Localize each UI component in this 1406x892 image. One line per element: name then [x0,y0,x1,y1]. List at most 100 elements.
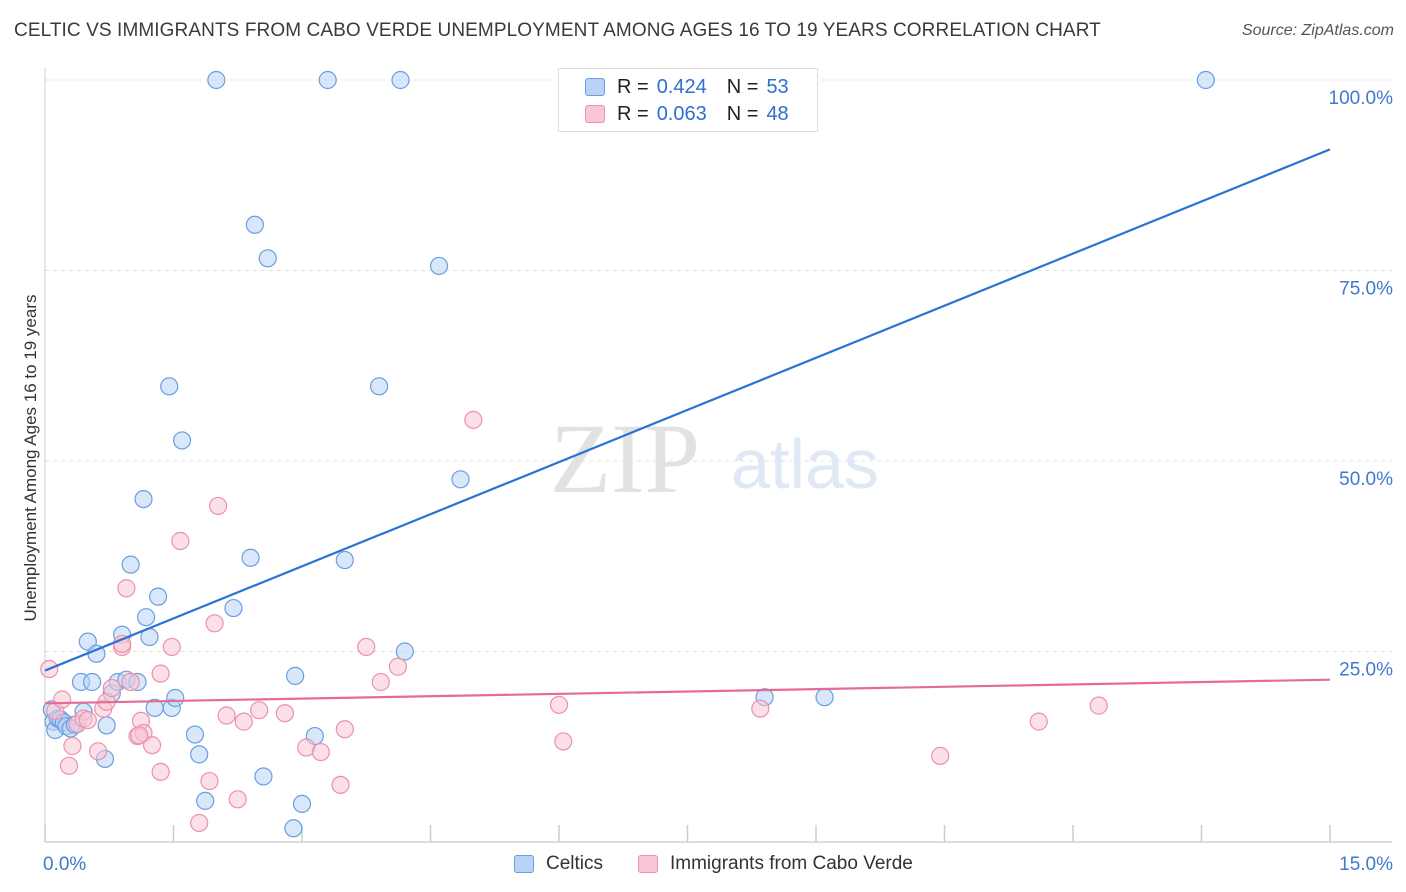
point-cabo-verde [371,672,390,692]
point-celtics [286,666,305,685]
point-celtics [429,256,449,276]
x-tick-label: 15.0% [1339,854,1393,875]
legend-n-label: N = [726,75,759,98]
y-tick-label: 25.0% [1339,660,1393,681]
point-cabo-verde [549,695,569,714]
legend-r-label: R = [617,75,649,98]
legend-item-celtics[interactable]: Celtics [514,852,603,876]
point-celtics [815,688,834,707]
legend-swatch-blue [585,78,605,96]
point-celtics [254,767,273,786]
point-celtics [172,431,192,450]
point-cabo-verde [331,775,350,794]
legend-n-label: N = [726,102,759,125]
point-cabo-verde [234,712,253,731]
point-cabo-verde [357,637,376,657]
point-celtics [97,716,116,735]
point-celtics [391,70,410,90]
source-credit: Source: ZipAtlas.com [1241,22,1394,39]
point-celtics [136,608,156,627]
chart-title: CELTIC VS IMMIGRANTS FROM CABO VERDE UNE… [14,20,1101,41]
legend-r-value-cabo-verde: 0.063 [656,102,707,125]
point-celtics [335,550,354,570]
point-cabo-verde [275,704,294,723]
legend-r-value-celtics: 0.424 [656,75,707,98]
legend-row-celtics: R = 0.424 N = 53 [585,74,789,100]
legend-label-cabo-verde: Immigrants from Cabo Verde [670,853,913,874]
point-celtics [292,794,312,814]
point-cabo-verde [554,732,573,751]
point-cabo-verde [53,690,72,709]
point-celtics [148,587,168,606]
point-cabo-verde [151,762,170,781]
tick-labels: 25.0% 50.0% 75.0% 100.0% 0.0% 15.0% [43,88,1393,875]
y-tick-label: 100.0% [1329,88,1394,109]
point-cabo-verde [931,746,950,765]
point-cabo-verde [228,790,247,809]
point-cabo-verde [171,531,190,551]
legend-r-label: R = [617,102,649,125]
point-cabo-verde [250,701,269,720]
point-cabo-verde [205,614,224,633]
y-tick-label: 50.0% [1339,469,1393,490]
point-cabo-verde [388,657,408,676]
point-celtics [241,548,260,567]
x-tick-label: 0.0% [43,854,86,875]
point-celtics [134,490,153,509]
point-cabo-verde [89,742,108,761]
point-celtics [395,642,414,661]
point-cabo-verde [1029,712,1048,731]
point-celtics [190,745,209,764]
point-celtics [245,215,264,234]
point-celtics [370,377,389,396]
point-celtics [160,377,179,396]
watermark-zip: ZIP [550,403,700,514]
y-axis-label: Unemployment Among Ages 16 to 19 years [21,295,40,622]
y-tick-label: 75.0% [1339,279,1393,300]
point-celtics [451,470,470,489]
point-cabo-verde [59,756,79,775]
point-cabo-verde [102,678,121,698]
point-cabo-verde [117,579,136,598]
point-cabo-verde [151,664,170,683]
point-cabo-verde [464,410,483,429]
legend-n-value-cabo-verde: 48 [766,102,789,125]
point-cabo-verde [1089,696,1108,715]
point-cabo-verde [217,706,236,725]
point-celtics [258,249,277,268]
point-celtics [224,598,243,618]
point-cabo-verde [311,742,330,762]
point-celtics [196,791,215,810]
trendlines [44,148,1331,705]
legend-swatch-cabo-verde [638,855,658,873]
point-celtics [207,70,226,90]
watermark-atlas: atlas [731,425,879,503]
point-celtics [284,819,303,838]
legend-n-value-celtics: 53 [766,75,789,98]
point-celtics [166,688,185,708]
point-cabo-verde [751,699,770,718]
point-cabo-verde [78,710,97,730]
point-cabo-verde [190,813,209,833]
point-cabo-verde [63,736,82,756]
point-celtics [185,725,205,744]
axes [44,68,1392,843]
legend-item-cabo-verde[interactable]: Immigrants from Cabo Verde [638,852,913,876]
legend-swatch-celtics [514,855,534,873]
point-cabo-verde [130,726,149,745]
point-celtics [318,70,337,90]
point-celtics [83,672,102,692]
point-cabo-verde [208,496,228,516]
data-points [40,70,1215,838]
point-celtics [1196,70,1215,90]
point-celtics [121,555,140,574]
point-cabo-verde [200,771,219,791]
grid-lines [45,79,1392,652]
point-cabo-verde [121,672,140,692]
legend-row-cabo-verde: R = 0.063 N = 48 [585,101,789,127]
trendline-celtics [44,148,1331,672]
correlation-legend: R = 0.424 N = 53 R = 0.063 N = 48 [558,68,818,132]
legend-label-celtics: Celtics [546,853,604,874]
trendline-cabo-verde [44,678,1331,705]
